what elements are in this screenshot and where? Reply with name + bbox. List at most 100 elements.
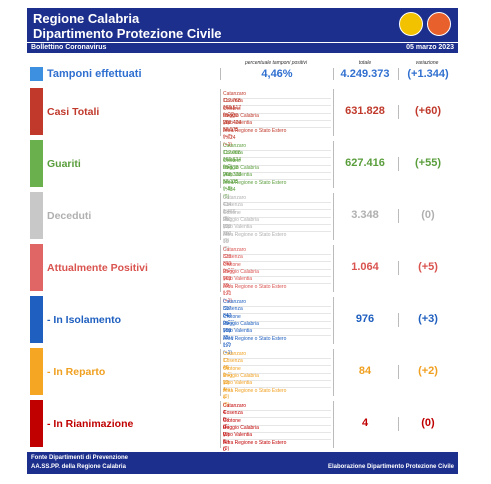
change: (0) [223,424,230,431]
value: 121 [223,290,232,297]
change: (-9) [223,282,231,289]
change: (-4) [223,313,231,319]
district-row: Catanzaro 4 (0) [223,403,331,423]
value: 150 [223,327,232,334]
header: Regione Calabria Dipartimento Protezione… [27,8,458,53]
value: 1.466 [223,209,236,216]
district: Altra Regione o Stato Estero [223,127,287,134]
district: Reggio Calabria [223,320,259,327]
subheader: Bollettino Coronavirus 05 marzo 2023 [27,42,458,53]
district-row: Altra Regione o Stato Estero 7.624 (+1) [223,127,331,148]
district: Cosenza [223,410,243,417]
district: Reggio Calabria [223,216,259,223]
district: Reggio Calabria [223,372,259,379]
district: Cosenza [223,306,243,313]
section-label: Attualmente Positivi [47,262,148,274]
label: Tamponi effettuati [47,68,142,80]
color-bar [30,140,43,187]
district-row: Cosenza 1.466 (0) [223,202,331,222]
change: (+2) [223,164,233,171]
total: 84 [358,365,372,377]
value: 59.618 [223,164,239,171]
district-table: Catanzaro 112.006 (+15) Cosenza 186.634 (+2) C… [220,141,334,200]
value: 0 [223,439,226,446]
district-row: Crotone 59.618 (+7) [223,158,331,178]
district: Crotone [223,105,241,112]
change: (+7) [223,134,233,141]
change: (0) [223,365,230,371]
change: (0) [223,401,230,408]
value: 347 [223,313,232,320]
district-table: Catanzaro 17 (0) Cosenza 46 (+1) Crotone 1 (0) Re… [220,349,334,408]
change: (-4) [223,261,231,267]
variation: (+3) [398,313,457,327]
change: (+11) [223,105,235,111]
value: 328 [223,254,232,260]
district: Catanzaro [223,195,247,201]
district-row: Crotone 21 (-7) [223,262,331,282]
district-row: Reggio Calabria 823 (0) [223,216,331,237]
district-row: Catanzaro 434 (0) [223,195,331,215]
variation: (+2) [398,365,457,379]
change: (+23) [223,178,235,185]
section-label: - In Reparto [47,366,106,378]
district-row: Catanzaro 112.006 (+15) [223,143,331,163]
caption: totale [358,60,372,66]
caption: variazione [415,60,439,66]
change: (+13) [223,126,235,133]
section: Casi Totali Catanzaro 112.768 (+11) Cosenza 1… [27,88,458,148]
change: (+1) [223,372,233,379]
district: Vibo Valentia [223,224,253,231]
district: Altra Regione o Stato Estero [223,439,287,446]
district: Vibo Valentia [223,172,253,179]
district: Vibo Valentia [223,120,253,127]
district: Crotone [223,417,241,424]
district: Altra Regione o Stato Estero [223,387,287,394]
change: (0) [223,438,230,445]
value: 7.484 [223,186,236,193]
change: (0) [223,230,230,237]
value: 20 [223,320,229,327]
section: - In Isolamento Catanzaro 307 (-4) Cosenza 34… [27,296,458,356]
change: (0) [223,446,230,453]
value: 186.634 [223,157,242,164]
value: 53.335 [223,179,239,186]
district: Vibo Valentia [223,432,253,439]
district-row: Vibo Valentia 0 (0) [223,432,331,452]
district-row: Crotone 1 (0) [223,366,331,386]
change: (+25) [223,320,235,327]
tamponi-row: Tamponi effettuati percentuale tamponi p… [27,60,458,86]
total: 4.249.373 [340,68,390,80]
color-bar [30,400,43,447]
value: 393 [223,261,232,268]
total: 4 [361,417,369,429]
value: 17 [223,358,229,364]
district-row: Altra Regione o Stato Estero 19 (0) [223,232,331,252]
value: 1 [223,372,226,379]
value: 112.006 [223,150,241,156]
section-label: Deceduti [47,210,92,222]
section-label: - In Isolamento [47,314,122,326]
value: 0 [223,424,226,431]
district: Reggio Calabria [223,268,259,275]
district: Cosenza [223,98,243,105]
value: 59.920 [223,112,239,119]
value: 4 [223,387,226,394]
district-row: Crotone 251 (0) [223,210,331,230]
change: (+15) [223,157,235,163]
value: 35 [223,335,229,342]
title: Regione Calabria [33,11,140,26]
district-row: Cosenza 186.634 (+2) [223,150,331,170]
district-table: Catanzaro 307 (-4) Cosenza 347 (+25) Crotone 20… [220,297,334,356]
district-row: Vibo Valentia 4 (0) [223,380,331,400]
total: 3.348 [351,209,379,221]
district: Altra Regione o Stato Estero [223,335,287,342]
district-table: Catanzaro 112.768 (+11) Cosenza 188.517 (+28)… [220,89,334,148]
value: 188.517 [223,105,242,112]
district-row: Reggio Calabria 102 (-9) [223,268,331,289]
credit: Elaborazione Dipartimento Protezione Civ… [327,464,454,470]
value: 102 [223,275,232,282]
change: (0) [223,379,230,386]
value: 434 [223,202,232,208]
value: 208.424 [223,119,242,126]
